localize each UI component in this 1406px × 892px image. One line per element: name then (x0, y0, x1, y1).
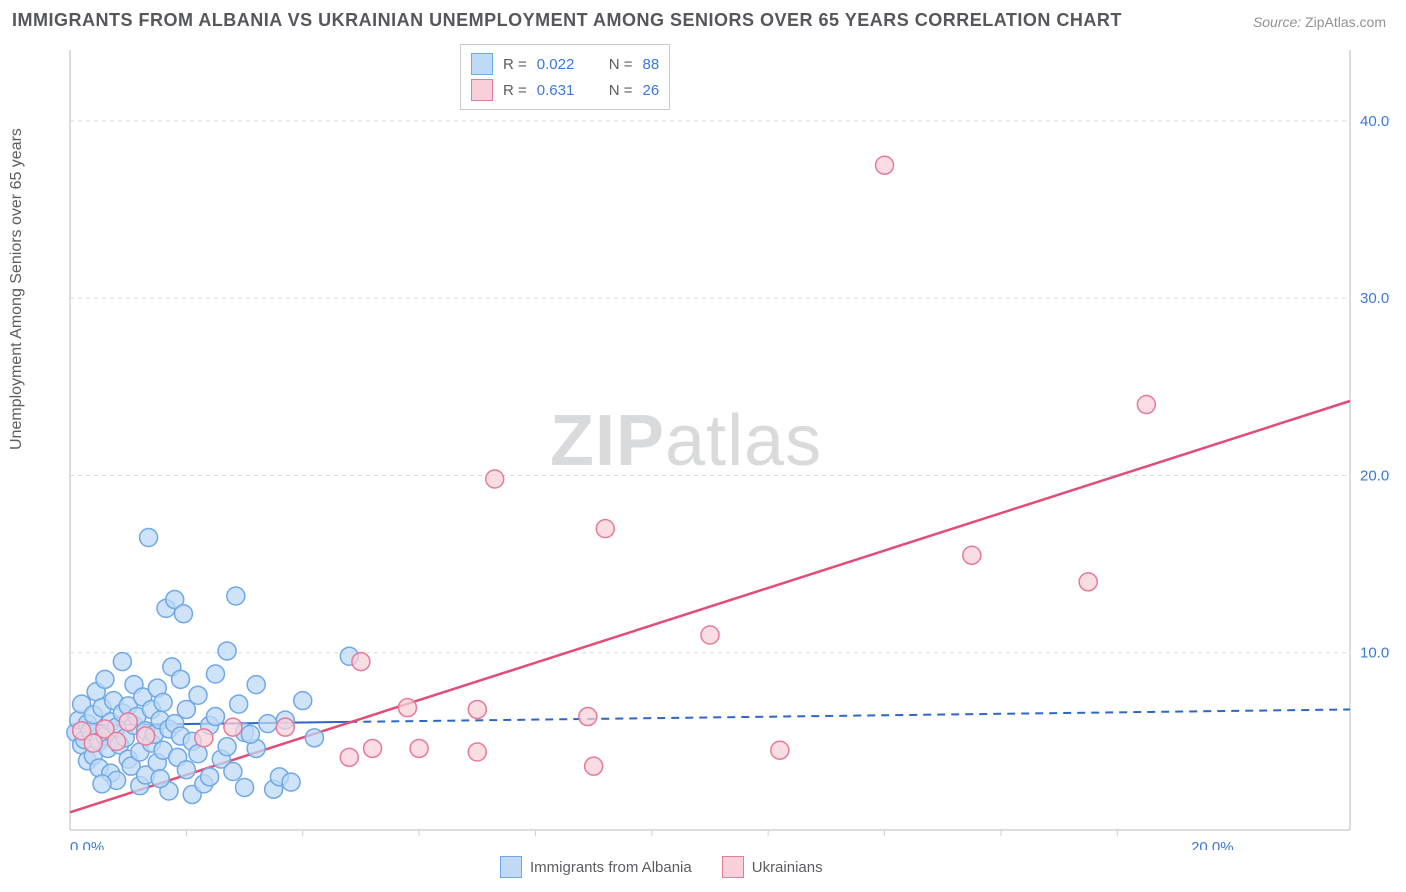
data-point-albania (172, 670, 190, 688)
data-point-ukrainians (119, 713, 137, 731)
data-point-ukrainians (963, 546, 981, 564)
data-point-albania (177, 761, 195, 779)
data-point-albania (201, 768, 219, 786)
data-point-albania (93, 775, 111, 793)
data-point-ukrainians (486, 470, 504, 488)
y-tick-label: 40.0% (1360, 113, 1390, 130)
legend-swatch (500, 856, 522, 878)
data-point-ukrainians (771, 741, 789, 759)
data-point-ukrainians (410, 739, 428, 757)
y-tick-label: 30.0% (1360, 290, 1390, 307)
data-point-albania (236, 778, 254, 796)
scatter-chart: 10.0% 20.0% 30.0% 40.0% 0.0% 20.0% (50, 40, 1390, 850)
data-point-albania (154, 693, 172, 711)
x-tick-label: 0.0% (70, 839, 104, 850)
data-point-albania (227, 587, 245, 605)
legend-item: Ukrainians (722, 856, 823, 878)
legend-label: Immigrants from Albania (530, 859, 692, 876)
data-point-albania (218, 642, 236, 660)
data-point-albania (259, 715, 277, 733)
data-point-albania (247, 676, 265, 694)
data-point-albania (224, 763, 242, 781)
data-point-ukrainians (468, 743, 486, 761)
data-point-ukrainians (876, 156, 894, 174)
data-point-ukrainians (137, 727, 155, 745)
legend-label: Ukrainians (752, 859, 823, 876)
data-point-ukrainians (468, 700, 486, 718)
data-point-albania (218, 738, 236, 756)
data-point-ukrainians (340, 748, 358, 766)
data-point-albania (230, 695, 248, 713)
trendline-albania-dashed (349, 709, 1350, 721)
data-point-albania (189, 686, 207, 704)
data-point-ukrainians (596, 520, 614, 538)
data-point-ukrainians (579, 708, 597, 726)
data-point-albania (96, 670, 114, 688)
data-point-ukrainians (224, 718, 242, 736)
legend-item: Immigrants from Albania (500, 856, 692, 878)
y-axis-label: Unemployment Among Seniors over 65 years (8, 128, 26, 450)
data-point-albania (174, 605, 192, 623)
source-name: ZipAtlas.com (1305, 14, 1386, 30)
data-point-albania (294, 692, 312, 710)
data-point-ukrainians (585, 757, 603, 775)
series-legend: Immigrants from Albania Ukrainians (500, 856, 823, 878)
data-point-ukrainians (398, 699, 416, 717)
data-point-ukrainians (1079, 573, 1097, 591)
data-point-ukrainians (195, 729, 213, 747)
legend-swatch (722, 856, 744, 878)
data-point-ukrainians (1137, 396, 1155, 414)
x-tick-label: 20.0% (1191, 839, 1234, 850)
y-tick-label: 10.0% (1360, 645, 1390, 662)
data-point-albania (113, 653, 131, 671)
data-point-albania (282, 773, 300, 791)
data-point-ukrainians (352, 653, 370, 671)
data-point-ukrainians (276, 718, 294, 736)
data-point-albania (151, 770, 169, 788)
source-label: Source: (1253, 14, 1301, 30)
data-point-albania (305, 729, 323, 747)
chart-title: IMMIGRANTS FROM ALBANIA VS UKRAINIAN UNE… (12, 10, 1122, 31)
data-point-albania (206, 708, 224, 726)
data-point-ukrainians (364, 739, 382, 757)
data-point-ukrainians (701, 626, 719, 644)
data-point-albania (241, 725, 259, 743)
y-tick-label: 20.0% (1360, 467, 1390, 484)
source-attribution: Source: ZipAtlas.com (1253, 14, 1386, 30)
data-point-albania (206, 665, 224, 683)
data-point-albania (140, 529, 158, 547)
data-point-ukrainians (108, 732, 126, 750)
